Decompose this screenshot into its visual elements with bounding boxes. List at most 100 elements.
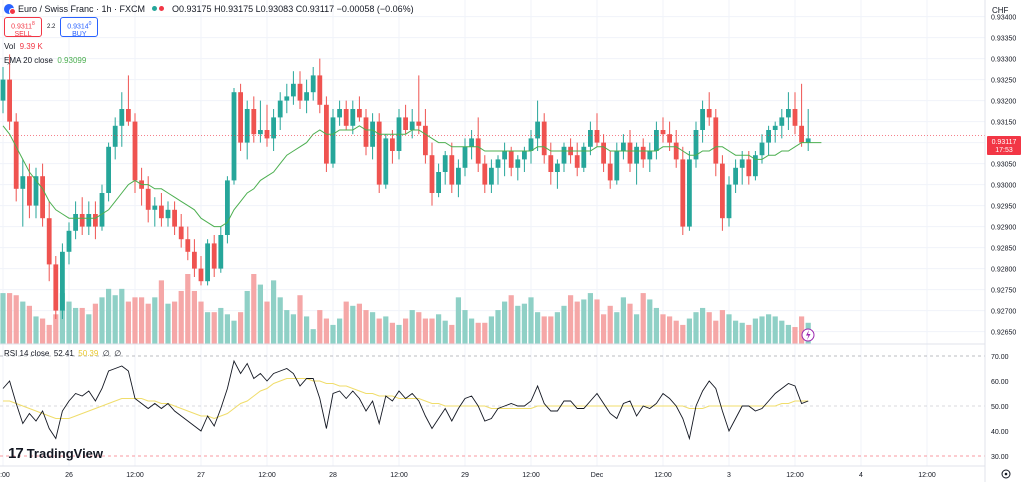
candle-body [805,138,811,143]
rsi-legend[interactable]: RSI 14 close 52.41 50.39 ∅ ∅ [4,349,121,358]
sell-button[interactable]: 0.93118 SELL [4,17,42,38]
volume-bar [462,310,468,344]
rsi-tick-label: 60.00 [991,379,1009,386]
candle-body [205,243,210,282]
candle-body [20,176,26,189]
candle-body [291,83,296,97]
candle-body [673,142,679,160]
time-tick-label: 3 [727,472,731,479]
candle-body [198,268,204,282]
candle-body [106,146,111,193]
volume-bar [139,297,145,344]
candle-body [462,146,468,168]
volume-bar [766,314,772,344]
candle-body [581,146,587,168]
volume-bar [251,274,257,344]
candle-body [93,214,98,227]
volume-bar [752,318,758,344]
volume-bar [119,288,125,344]
price-tick-label: 0.92700 [991,309,1016,316]
price-tick-label: 0.92650 [991,330,1016,337]
time-tick-label: 28 [329,472,337,479]
volume-bar [733,320,739,344]
ema-legend[interactable]: EMA 20 close 0.93099 [4,56,86,65]
price-tick-label: 0.93200 [991,99,1016,106]
volume-bar [323,318,329,344]
volume-bar [178,290,184,344]
volume-legend[interactable]: Vol 9.39 K [4,42,43,51]
volume-bar [700,307,706,344]
candle-body [647,151,653,160]
collapse-legend-icon[interactable]: ⌃ [6,63,12,70]
candle-body [502,151,507,160]
candle-body [271,117,276,139]
volume-bar [53,314,59,344]
candle-body [601,142,606,164]
candle-body [660,130,666,135]
candle-body [112,125,118,147]
candle-body [621,142,626,151]
volume-bar [482,322,488,344]
volume-bar [46,324,52,344]
volume-bar [442,320,448,344]
volume-bar [13,295,19,344]
rsi-line [2,359,809,441]
chart-grid [0,0,985,466]
candle-body [495,159,501,168]
settings-gear-icon[interactable] [1001,469,1011,479]
volume-bar [502,301,508,344]
candle-body [46,218,52,265]
candle-body [680,159,686,227]
volume-bar [436,314,442,344]
volume-bar [343,301,349,344]
time-tick-label: 12:00 [918,472,936,479]
candle-body [667,134,672,143]
candle-body [192,251,197,269]
ema-20-line [2,125,822,228]
candle-body [720,163,725,219]
candle-body [211,243,217,269]
rsi-legend-label: RSI 14 close [4,349,50,358]
symbol-title[interactable]: Euro / Swiss Franc · 1h · FXCM [18,3,146,14]
candle-body [264,130,270,139]
candle-body [343,109,349,126]
volume-bar [0,293,6,344]
candle-body [33,176,39,206]
candle-body [238,92,243,143]
candle-body [277,100,283,118]
spread-value: 2.2 [47,24,56,30]
candle-body [231,92,237,181]
time-tick-label: 12:00 [654,472,672,479]
ohlc-close: C0.93117 [295,3,335,14]
candle-body [409,121,415,130]
volume-bar [73,307,79,344]
buy-button[interactable]: 0.93140 BUY [60,17,99,38]
volume-bar [799,316,805,344]
volume-bar [211,312,217,344]
candle-body [607,163,613,181]
rsi-tick-label: 30.00 [991,454,1009,461]
time-axis: 2:00 26 12:00 27 12:00 28 12:00 29 12:00 Dec 12:00… [0,472,936,479]
candle-body [152,205,158,210]
countdown-label: 17:53 [995,147,1013,154]
tradingview-logo[interactable]: 17 TradingView [8,445,103,462]
candle-body [304,92,309,101]
volume-bar [607,305,613,344]
replay-lightning-icon[interactable] [801,328,815,342]
ohlc-low: L0.93083 [255,3,294,14]
rsi-tick-label: 40.00 [991,429,1009,436]
candle-body [7,79,12,122]
volume-bar [310,329,316,344]
brand-name: TradingView [26,446,104,461]
volume-bar [568,295,574,344]
volume-legend-label: Vol [4,42,16,51]
volume-bar [224,314,230,344]
candle-body [337,109,342,118]
volume-bar [726,314,732,344]
rsi-axis: 70.00 60.00 50.00 40.00 30.00 [991,354,1009,461]
volume-bar [455,297,461,344]
candle-body [297,83,303,101]
volume-bar [495,310,501,344]
candle-body [172,209,177,227]
